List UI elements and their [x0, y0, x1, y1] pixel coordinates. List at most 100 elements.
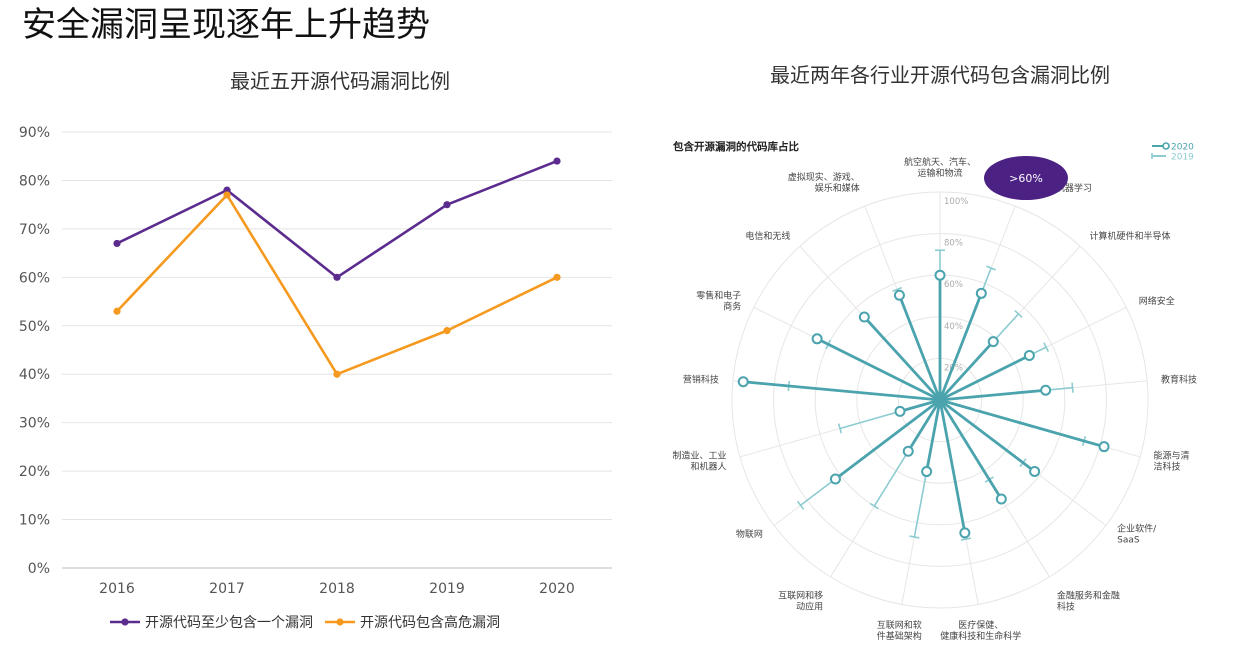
cap-2019 — [960, 537, 972, 541]
bar-2020 — [939, 398, 1105, 449]
line-chart: 0% 10% 20% 30% 40% 50% 60% 70% 80% 90% 2016 2017 201… — [19, 125, 612, 631]
y-tick-label: 60% — [19, 270, 50, 286]
category-label: 互联网和移动应用 — [778, 590, 823, 613]
marker-2020 — [921, 466, 933, 478]
legend-label: 2019 — [1171, 153, 1194, 163]
marker-2020 — [893, 289, 905, 301]
line-chart-title: 最近五开源代码漏洞比例 — [230, 69, 450, 93]
cap-2019 — [1014, 309, 1023, 318]
category-label: 制造业、工业和机器人 — [672, 449, 726, 472]
x-tick-label: 2016 — [99, 581, 135, 597]
cap-2019 — [837, 423, 843, 434]
category-label: 能源与清洁科技 — [1154, 449, 1190, 472]
marker-2020 — [829, 473, 841, 485]
radar-chart-title: 最近两年各行业开源代码包含漏洞比例 — [770, 63, 1110, 87]
bar-2020 — [938, 340, 995, 401]
y-tick-label: 50% — [19, 319, 50, 335]
bar-2020 — [938, 399, 967, 534]
category-label: 教育科技 — [1161, 374, 1197, 386]
legend-marker — [336, 618, 344, 626]
radar-tick-label: 100% — [944, 197, 968, 207]
category-label: 航空航天、汽车、运输和物流 — [904, 156, 976, 179]
marker-2020 — [1023, 349, 1035, 361]
radar-chart: 包含开源漏洞的代码库占比20%40%60%80%100%航空航天、汽车、运输和物… — [672, 140, 1197, 642]
category-label: 企业软件/SaaS — [1117, 522, 1157, 545]
cap-2019 — [986, 265, 997, 271]
cap-2019 — [909, 535, 920, 539]
series-line — [116, 159, 558, 279]
y-tick-label: 0% — [28, 561, 50, 577]
data-point — [443, 327, 451, 335]
x-tick-label: 2018 — [319, 581, 355, 597]
data-point — [113, 307, 121, 315]
category-label: 医疗保健、健康科技和生命科学 — [940, 619, 1021, 642]
marker-2020 — [811, 333, 823, 345]
marker-2020 — [1098, 441, 1110, 453]
series-line — [116, 193, 558, 376]
marker-2020 — [959, 527, 971, 539]
bar-2020 — [939, 354, 1030, 402]
page-title: 安全漏洞呈现逐年上升趋势 — [22, 5, 430, 45]
category-label: 网络安全 — [1139, 295, 1175, 307]
y-tick-label: 70% — [19, 222, 50, 238]
category-label: 互联网和软件基础架构 — [877, 619, 922, 642]
marker-2020 — [934, 269, 946, 281]
category-label: 虚拟现实、游戏、娱乐和媒体 — [788, 171, 860, 194]
callout-bubble — [984, 156, 1068, 200]
category-label: 物联网 — [736, 528, 763, 540]
marker-2020 — [737, 376, 749, 388]
category-label: 电信和无线 — [745, 230, 790, 242]
x-tick-label: 2020 — [539, 581, 575, 597]
bar-2020 — [939, 388, 1046, 402]
bar-2020 — [925, 399, 942, 472]
bar-2020 — [907, 399, 942, 453]
data-point — [113, 239, 121, 248]
marker-2020 — [1040, 384, 1052, 396]
bar-2020 — [863, 316, 942, 401]
category-label: 零售和电子商务 — [696, 290, 741, 313]
category-label: 营销科技 — [683, 374, 719, 386]
category-label: 计算机硬件和半导体 — [1090, 230, 1171, 242]
y-tick-label: 10% — [19, 513, 50, 529]
marker-2020 — [894, 405, 906, 417]
legend-marker — [1162, 142, 1170, 150]
bar-2020 — [834, 398, 941, 481]
marker-2020 — [995, 493, 1007, 505]
data-point — [333, 273, 341, 281]
data-point — [333, 370, 341, 378]
y-tick-label: 80% — [19, 173, 50, 189]
x-tick-label: 2017 — [209, 581, 245, 597]
data-point — [223, 191, 231, 199]
y-tick-label: 40% — [19, 367, 50, 383]
radar-tick-label: 60% — [944, 280, 963, 290]
data-point — [553, 273, 561, 281]
radar-tick-label: 40% — [944, 322, 963, 332]
radar-tick-label: 80% — [944, 239, 963, 249]
category-label: 金融服务和金融科技 — [1057, 590, 1120, 613]
x-tick-label: 2019 — [429, 581, 465, 597]
bar-2020 — [938, 292, 983, 401]
bar-2020 — [899, 398, 941, 413]
cap-2019 — [869, 502, 879, 510]
bar-2020 — [743, 380, 941, 402]
bar-2020 — [938, 399, 1003, 500]
cap-2019 — [1071, 382, 1074, 393]
y-tick-label: 90% — [19, 125, 50, 141]
legend-marker — [121, 618, 129, 626]
bar-2020 — [898, 294, 942, 401]
cap-2019 — [796, 500, 805, 510]
cap-2019 — [892, 286, 903, 292]
bar-2020 — [939, 398, 1036, 473]
marker-2020 — [858, 311, 870, 323]
y-tick-label: 30% — [19, 416, 50, 432]
data-point — [553, 157, 561, 165]
data-point — [443, 201, 451, 209]
marker-2020 — [975, 287, 987, 299]
legend-label: 2020 — [1171, 143, 1194, 153]
marker-2020 — [1029, 465, 1041, 477]
y-tick-label: 20% — [19, 464, 50, 480]
marker-2020 — [902, 445, 914, 457]
radar-subtitle: 包含开源漏洞的代码库占比 — [673, 140, 799, 153]
callout-label: >60% — [1009, 172, 1043, 185]
legend-label: 开源代码包含高危漏洞 — [360, 614, 500, 631]
